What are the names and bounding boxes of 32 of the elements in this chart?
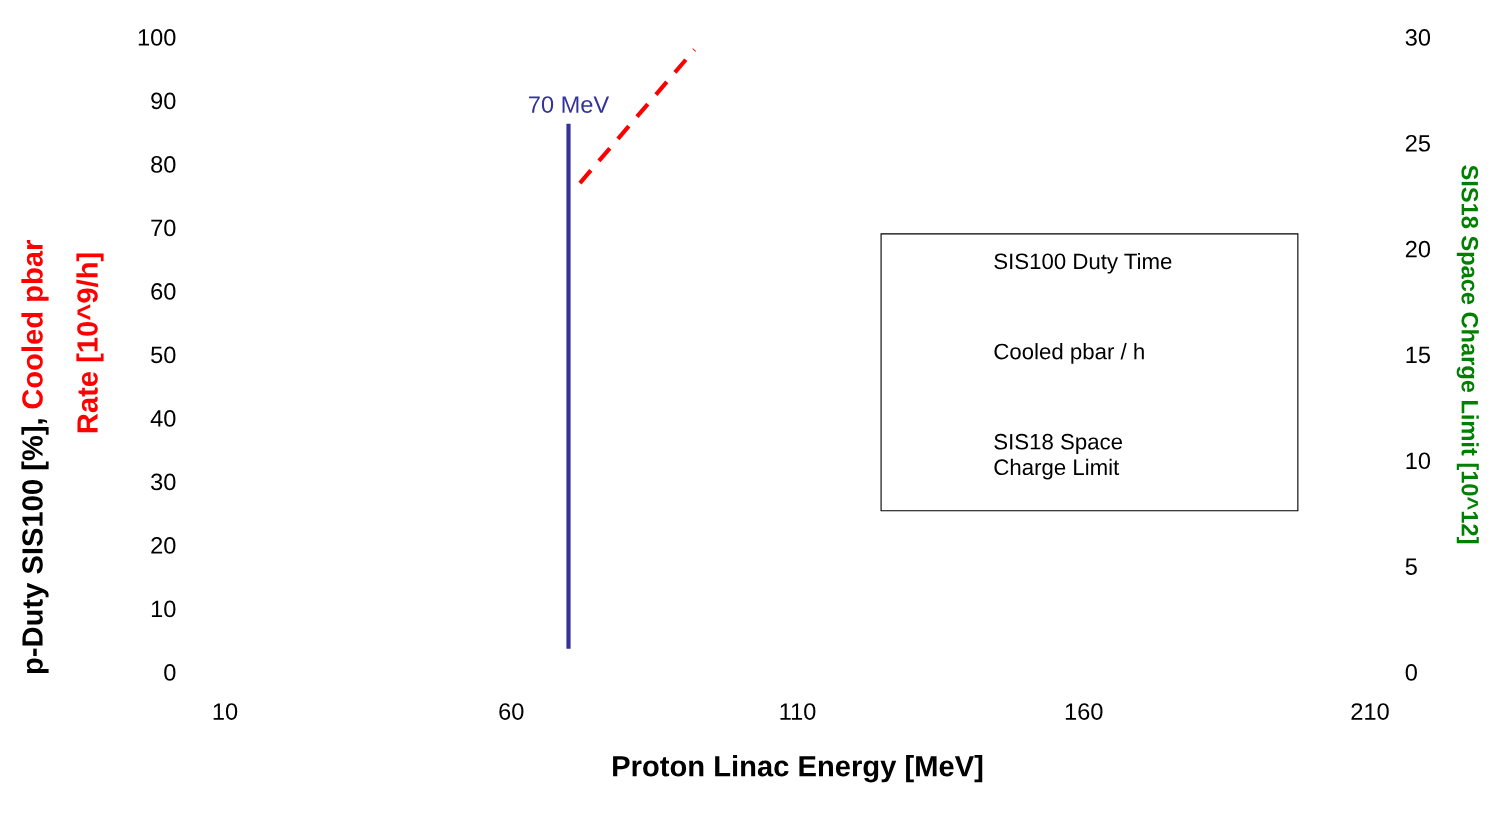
y-tick-label: 40 — [150, 410, 176, 427]
y-tick-label: 70 — [151, 219, 176, 237]
y2-tick-label: 0 — [1405, 664, 1417, 681]
text: p-Duty SIS100 [%], — [21, 419, 49, 674]
text: Rate [10^9/h] — [76, 253, 104, 433]
annotation: Cooled pbar / h — [994, 343, 1144, 364]
y-tick-label: 0 — [164, 664, 176, 681]
x-tick-label: 60 — [499, 703, 524, 720]
x-tick-label: 210 — [1351, 703, 1389, 720]
y-tick-label: 60 — [151, 283, 176, 300]
y-tick-label: 50 — [151, 346, 176, 364]
y2-tick-label: 5 — [1405, 558, 1417, 575]
y-tick-label: 20 — [151, 537, 176, 554]
annotation: SIS18 Space Charge Limit — [994, 433, 1123, 480]
annotation: SIS100 Duty Time — [994, 252, 1172, 274]
annotation: 70 MeV — [529, 96, 610, 113]
y-tick-label: 90 — [151, 92, 176, 110]
y-tick-label: 30 — [151, 473, 176, 491]
x-tick-label: 110 — [780, 703, 816, 720]
text: Cooled pbar — [21, 240, 49, 409]
y2-tick-label: 15 — [1406, 346, 1430, 364]
y2-tick-label: 10 — [1406, 452, 1431, 470]
y-tick-label: 10 — [151, 600, 176, 618]
x-tick-label: 160 — [1065, 703, 1103, 720]
y2-tick-label: 25 — [1405, 134, 1430, 152]
x-axis-title: Proton Linac Energy [MeV] — [613, 755, 983, 783]
y2-tick-label: 20 — [1405, 240, 1431, 258]
y-tick-label: 80 — [151, 156, 176, 173]
y2-axis-title: SIS18 Space Charge Limit [10^12] — [1456, 165, 1479, 544]
y-tick-label: 100 — [138, 29, 176, 46]
x-tick-label: 10 — [213, 703, 238, 720]
y2-tick-label: 30 — [1405, 29, 1431, 46]
